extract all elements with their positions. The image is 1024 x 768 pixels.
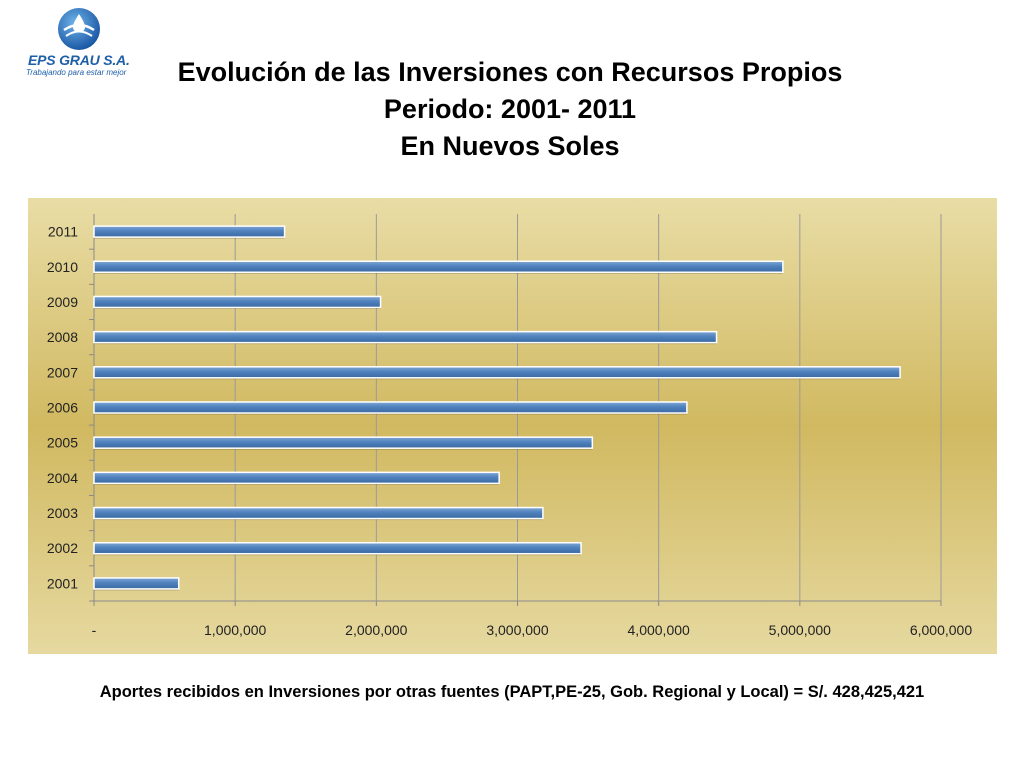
- x-tick-label: 1,000,000: [204, 622, 266, 638]
- y-tick-label-2007: 2007: [47, 364, 78, 380]
- x-tick-label: 4,000,000: [628, 622, 690, 638]
- chart-background: [28, 198, 997, 654]
- title-line-3: En Nuevos Soles: [400, 131, 620, 161]
- y-tick-label-2002: 2002: [47, 540, 78, 556]
- y-tick-label-2009: 2009: [47, 294, 78, 310]
- bar-2003: [93, 506, 544, 520]
- bar-chart: - 1,000,000 2,000,000 3,000,000 4,000,000 5,0…: [28, 198, 997, 654]
- bar-2008: [93, 330, 718, 344]
- logo-tagline: Trabajando para estar mejor: [26, 68, 127, 77]
- bar-2001: [93, 577, 180, 590]
- bar-2002: [93, 541, 582, 555]
- x-tick-label: 3,000,000: [486, 622, 548, 638]
- x-tick-label: 2,000,000: [345, 622, 407, 638]
- bar-2009: [93, 295, 382, 309]
- bar-2010: [93, 260, 784, 274]
- title-line-1: Evolución de las Inversiones con Recurso…: [177, 57, 843, 87]
- company-logo: EPS GRAU S.A. Trabajando para estar mejo…: [22, 6, 140, 84]
- footnote: Aportes recibidos en Inversiones por otr…: [99, 683, 925, 701]
- y-tick-label-2006: 2006: [47, 400, 78, 416]
- logo-company-name: EPS GRAU S.A.: [28, 52, 130, 68]
- water-drop-logo-icon: [58, 8, 100, 50]
- page-title: Evolución de las Inversiones con Recurso…: [150, 54, 870, 165]
- bar-2011: [93, 225, 286, 238]
- bar-2007: [93, 366, 901, 379]
- y-tick-label-2010: 2010: [47, 259, 78, 275]
- y-tick-label-2011: 2011: [48, 224, 78, 240]
- x-tick-label: 6,000,000: [910, 622, 972, 638]
- y-tick-label-2001: 2001: [47, 575, 78, 591]
- y-tick-label-2004: 2004: [47, 470, 78, 486]
- x-tick-label: 5,000,000: [769, 622, 831, 638]
- y-tick-label-2005: 2005: [47, 435, 78, 451]
- y-tick-label-2003: 2003: [47, 505, 78, 521]
- bar-chart-svg: - 1,000,000 2,000,000 3,000,000 4,000,000 5,0…: [28, 198, 997, 654]
- title-line-2: Periodo: 2001- 2011: [383, 94, 637, 124]
- bar-2006: [93, 401, 688, 414]
- bar-2004: [93, 471, 500, 485]
- x-tick-label: -: [92, 622, 97, 638]
- y-tick-label-2008: 2008: [47, 329, 78, 345]
- bar-2005: [93, 436, 594, 449]
